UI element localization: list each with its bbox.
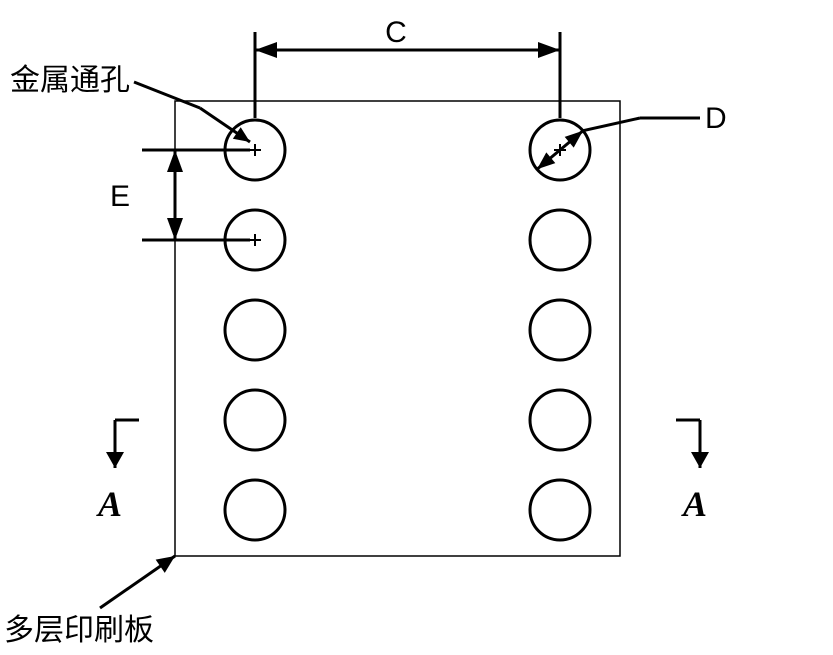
- svg-text:C: C: [385, 16, 407, 49]
- svg-text:A: A: [681, 484, 707, 524]
- svg-text:A: A: [96, 484, 122, 524]
- svg-text:金属通孔: 金属通孔: [10, 64, 130, 97]
- svg-text:E: E: [110, 180, 130, 213]
- svg-text:多层印刷板: 多层印刷板: [4, 614, 154, 647]
- svg-text:D: D: [705, 102, 727, 135]
